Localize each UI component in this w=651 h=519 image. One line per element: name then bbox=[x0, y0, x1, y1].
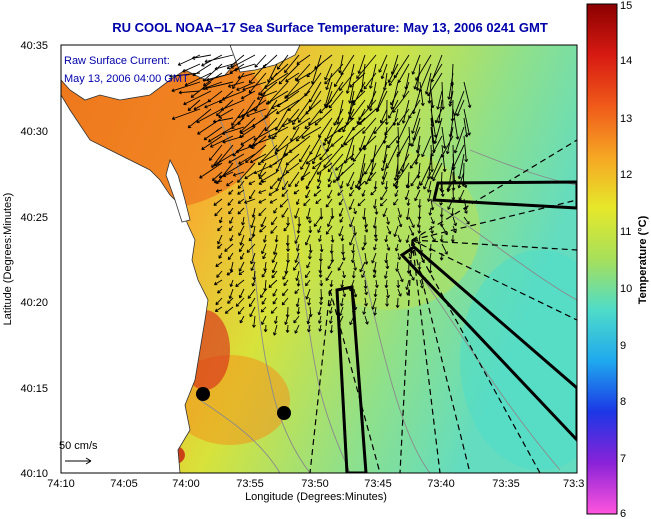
y-tick-label: 40:15 bbox=[20, 383, 48, 395]
x-tick-label: 73:45 bbox=[364, 478, 392, 490]
colorbar-tick-label: 11 bbox=[620, 226, 631, 238]
colorbar-label: Temperature (°C) bbox=[637, 215, 649, 304]
radar-beams bbox=[309, 139, 577, 473]
x-tick-label: 73:3 bbox=[563, 478, 584, 490]
x-tick-label: 74:05 bbox=[110, 478, 138, 490]
x-tick-label: 74:10 bbox=[47, 478, 75, 490]
colorbar-tick-label: 6 bbox=[620, 508, 626, 519]
buoy-marker-east bbox=[277, 406, 291, 420]
cool-patch-east bbox=[460, 250, 577, 470]
scale-arrow-head bbox=[85, 457, 92, 465]
y-tick-label: 40:35 bbox=[20, 40, 48, 52]
x-tick-label: 73:55 bbox=[236, 478, 264, 490]
y-tick-label: 40:30 bbox=[20, 126, 48, 138]
colorbar-ticks: 15 14 13 12 11 10 9 8 7 6 bbox=[620, 0, 632, 519]
x-axis: 74:10 74:05 74:00 73:55 73:50 73:45 73:4… bbox=[47, 478, 584, 490]
scale-label: 50 cm/s bbox=[59, 440, 98, 452]
y-tick-label: 40:10 bbox=[20, 468, 48, 480]
colorbar-tick-label: 14 bbox=[620, 55, 632, 67]
x-tick-label: 73:50 bbox=[301, 478, 329, 490]
land-long-island-tip bbox=[229, 45, 301, 73]
radar-sectors bbox=[335, 180, 577, 473]
colorbar bbox=[586, 3, 618, 515]
x-axis-label: Longitude (Degrees:Minutes) bbox=[245, 491, 387, 503]
colorbar-tick-label: 9 bbox=[620, 340, 626, 352]
plot-area bbox=[61, 45, 577, 473]
colorbar-tick-label: 15 bbox=[620, 0, 632, 12]
x-tick-label: 74:00 bbox=[172, 478, 200, 490]
surface-current-vectors bbox=[169, 54, 472, 336]
y-axis: 40:35 40:30 40:25 40:20 40:15 40:10 bbox=[20, 40, 48, 480]
colorbar-tick-label: 12 bbox=[620, 169, 632, 181]
colorbar-tick-label: 10 bbox=[620, 283, 632, 295]
colorbar-tick-label: 13 bbox=[620, 113, 632, 125]
colorbar-tick-label: 7 bbox=[620, 453, 626, 465]
sandy-hook bbox=[165, 158, 191, 223]
map-title: RU COOL NOAA−17 Sea Surface Temperature:… bbox=[112, 20, 548, 35]
colorbar-tick-label: 8 bbox=[620, 396, 626, 408]
x-tick-label: 73:35 bbox=[492, 478, 520, 490]
buoy-marker-west bbox=[196, 387, 210, 401]
plot-frame bbox=[60, 44, 578, 474]
land-new-jersey bbox=[61, 45, 209, 473]
y-tick-label: 40:20 bbox=[20, 297, 48, 309]
y-axis-label: Latitude (Degrees:Minutes) bbox=[2, 193, 14, 326]
current-time: May 13, 2006 04:00 GMT bbox=[64, 73, 189, 85]
current-label: Raw Surface Current: bbox=[64, 55, 170, 67]
y-tick-label: 40:25 bbox=[20, 212, 48, 224]
land-staten-island bbox=[61, 45, 241, 101]
current-vector-arrows bbox=[169, 54, 472, 336]
x-tick-label: 73:40 bbox=[427, 478, 455, 490]
